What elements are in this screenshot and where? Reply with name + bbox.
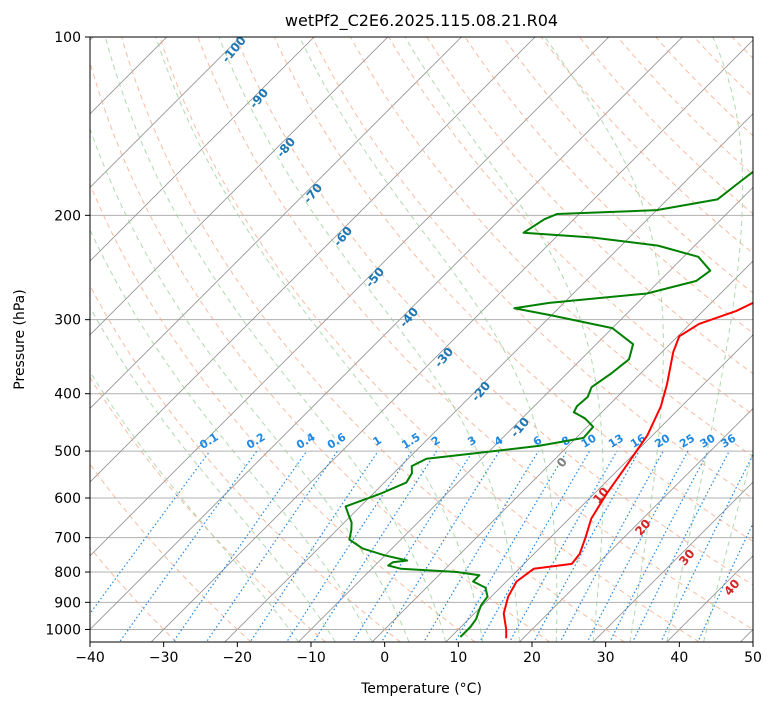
mixing-ratio-line — [631, 450, 730, 642]
y-tick-label: 100 — [54, 30, 81, 46]
mixing-ratio-line — [205, 450, 339, 642]
mixing-ratio-line — [172, 450, 308, 642]
axes: −40 −30 −20 −10 0 10 20 30 40 50 100 200 300 400 500 60… — [45, 30, 762, 666]
y-tick-label: 300 — [54, 313, 81, 329]
isotherm-line — [90, 37, 315, 262]
dry-adiabat-line — [197, 37, 753, 631]
isotherm-line — [90, 37, 536, 483]
y-tick-label: 900 — [54, 595, 81, 611]
y-axis-label: Pressure (hPa) — [12, 289, 28, 389]
mixing-ratio-line — [533, 450, 640, 642]
mixing-ratio-line — [697, 522, 753, 642]
moist-adiabat-line — [404, 37, 604, 642]
x-tick-label: 30 — [597, 650, 615, 666]
moist-adiabat-line — [218, 37, 520, 642]
dry-adiabat-line — [235, 37, 753, 586]
dry-adiabat-line — [90, 376, 326, 642]
isotherm-line — [150, 39, 753, 642]
moist-adiabat-line — [90, 127, 410, 642]
moist-adiabat-line — [299, 37, 558, 642]
dewpoint-profile-line — [344, 170, 753, 638]
mixing-ratio-line — [312, 450, 438, 642]
x-tick-label: −30 — [149, 650, 179, 666]
chart-title: wetPf2_C2E6.2025.115.08.21.R04 — [285, 11, 558, 31]
mixing-ratio-line — [285, 450, 413, 642]
y-tick-label: 800 — [54, 565, 81, 581]
moist-adiabat-line — [90, 228, 373, 642]
y-tick-label: 500 — [54, 444, 81, 460]
mixing-ratio-line — [479, 450, 591, 642]
isotherm-line — [371, 260, 753, 642]
y-tick-label: 400 — [54, 387, 81, 403]
moist-adiabat-line — [90, 370, 299, 642]
isotherm-line — [90, 37, 241, 189]
y-tick-label: 700 — [54, 531, 81, 547]
isotherm-line — [519, 407, 753, 642]
x-tick-label: 40 — [670, 650, 688, 666]
dry-adiabat-line — [121, 37, 625, 642]
mixing-ratio-line — [118, 450, 258, 642]
y-tick-label: 600 — [54, 491, 81, 507]
isotherm-line — [445, 334, 753, 642]
x-tick-label: 10 — [449, 650, 467, 666]
x-tick-label: 0 — [380, 650, 389, 666]
plot-frame — [89, 36, 754, 643]
mixing-ratio-line — [423, 450, 539, 642]
dry-adiabat-line — [426, 37, 753, 375]
mixing-ratio-line — [249, 450, 379, 642]
dry-adiabat-line — [350, 37, 753, 457]
isotherm-line — [90, 37, 610, 557]
isotherm-line — [90, 37, 683, 631]
isotherm-line — [224, 113, 753, 642]
mixing-ratio-line — [454, 450, 568, 642]
moist-adiabat-line — [104, 37, 447, 642]
moist-adiabat-line — [155, 37, 484, 642]
dry-adiabat-line — [90, 284, 401, 642]
x-tick-label: −10 — [296, 650, 326, 666]
dry-adiabat-line — [388, 37, 753, 416]
isotherm-line — [592, 481, 753, 642]
x-tick-label: −40 — [75, 650, 105, 666]
x-tick-label: 20 — [523, 650, 541, 666]
temperature-profile-line — [502, 301, 753, 639]
x-axis-label: Temperature (°C) — [360, 681, 482, 697]
dry-adiabat-line — [311, 37, 753, 500]
x-tick-label: 50 — [744, 650, 762, 666]
isotherm-line — [90, 37, 389, 336]
dry-adiabat-line — [90, 60, 551, 642]
y-tick-label: 1000 — [45, 622, 81, 638]
y-tick-label: 200 — [54, 208, 81, 224]
moist-adiabat-line — [544, 37, 664, 642]
x-tick-label: −20 — [223, 650, 253, 666]
mixing-ratio-line — [660, 453, 753, 642]
isotherm-line — [90, 37, 462, 410]
